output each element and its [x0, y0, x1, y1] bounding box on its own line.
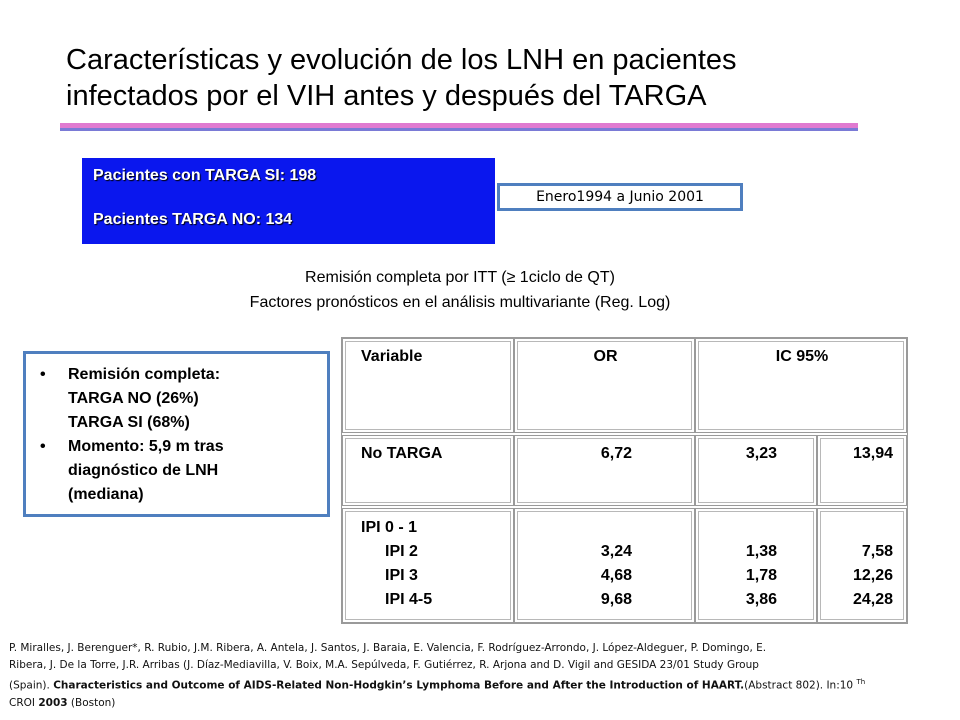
row-targa-or: 6,72: [600, 445, 632, 462]
patient-count-box: Pacientes con TARGA SI: 198 Pacientes TA…: [82, 158, 495, 244]
results-table: Variable OR IC 95% No TARGA 6,72 3,23 13…: [341, 337, 908, 624]
row-ipi-ic-high-value: 24,28: [852, 591, 893, 608]
row-ipi-ic-low-value: 3,86: [745, 591, 777, 608]
row-ipi-ic-low-value: 1,38: [745, 543, 777, 560]
row-targa-ic-high-cell: 13,94: [817, 435, 907, 506]
summary-remission-targa-no: TARGA NO (26%): [68, 390, 199, 407]
summary-item-timing: • Momento: 5,9 m tras diagnóstico de LNH…: [40, 435, 320, 507]
reference-authors-line-1: P. Miralles, J. Berenguer*, R. Rubio, J.…: [9, 642, 767, 654]
summary-list: • Remisión completa: TARGA NO (26%) TARG…: [40, 363, 320, 507]
summary-item-remission: • Remisión completa: TARGA NO (26%) TARG…: [40, 363, 320, 435]
header-or-cell: OR: [514, 338, 695, 433]
row-ipi-ref-label: IPI 0 - 1: [361, 519, 418, 536]
row-ipi-label: IPI 2: [385, 543, 418, 560]
summary-timing-line-1: Momento: 5,9 m tras: [68, 438, 224, 455]
row-ipi-or-value: 9,68: [600, 591, 632, 608]
reference-conf: CROI: [9, 696, 39, 709]
row-targa-ic-low: 3,23: [745, 445, 777, 462]
row-targa-variable: No TARGA: [361, 445, 443, 462]
header-or: OR: [593, 348, 618, 365]
summary-timing-line-2: diagnóstico de LNH: [68, 462, 219, 479]
row-ipi-label: IPI 3: [385, 567, 418, 584]
row-ipi-or-cell: 3,24 4,68 9,68: [514, 508, 695, 623]
reference-year: 2003: [38, 696, 68, 709]
row-ipi-label: IPI 4-5: [385, 591, 433, 608]
row-targa-ic-low-cell: 3,23: [695, 435, 817, 506]
row-targa-or-cell: 6,72: [514, 435, 695, 506]
reference-th: Th: [856, 678, 866, 686]
slide-title: Características y evolución de los LNH e…: [66, 42, 866, 114]
row-ipi-ic-high-value: 7,58: [861, 543, 893, 560]
row-ipi-ic-low-cell: 1,38 1,78 3,86: [695, 508, 817, 623]
slide-title-line-2: infectados por el VIH antes y después de…: [66, 80, 707, 112]
reference-place: (Boston): [67, 696, 116, 709]
bullet-icon: •: [40, 366, 46, 383]
row-ipi-variable-cell: IPI 0 - 1 IPI 2 IPI 3 IPI 4-5: [342, 508, 514, 623]
row-targa-ic-high: 13,94: [852, 445, 893, 462]
reference-abstract: (Abstract 802). In:10: [744, 679, 857, 692]
targa-si-count: Pacientes con TARGA SI: 198: [93, 167, 317, 184]
summary-box: • Remisión completa: TARGA NO (26%) TARG…: [23, 351, 330, 517]
title-underline: [60, 123, 858, 131]
row-ipi-ic-low-value: 1,78: [745, 567, 777, 584]
bullet-icon: •: [40, 438, 46, 455]
row-ipi-ic-high-value: 12,26: [852, 567, 893, 584]
reference-authors-line-2: Ribera, J. De la Torre, J.R. Arribas (J.…: [9, 659, 759, 671]
reference-citation: P. Miralles, J. Berenguer*, R. Rubio, J.…: [9, 640, 949, 712]
header-ic-cell: IC 95%: [695, 338, 907, 433]
subtitle-line-1: Remisión completa por ITT (≥ 1ciclo de Q…: [305, 269, 615, 286]
reference-line-3: (Spain). Characteristics and Outcome of …: [9, 674, 949, 695]
row-ipi-or-value: 3,24: [600, 543, 632, 560]
summary-remission-label: Remisión completa:: [68, 366, 221, 383]
header-variable: Variable: [361, 348, 423, 365]
subtitle-line-2: Factores pronósticos en el análisis mult…: [249, 294, 671, 311]
study-period-box: Enero1994 a Junio 2001: [497, 183, 743, 211]
row-ipi-or-value: 4,68: [600, 567, 632, 584]
header-ic: IC 95%: [775, 348, 829, 365]
row-ipi-ic-high-cell: 7,58 12,26 24,28: [817, 508, 907, 623]
slide-title-line-1: Características y evolución de los LNH e…: [66, 44, 737, 76]
row-targa-variable-cell: No TARGA: [342, 435, 514, 506]
reference-line-4: CROI 2003 (Boston): [9, 695, 949, 712]
targa-no-count: Pacientes TARGA NO: 134: [93, 211, 293, 228]
reference-article-title: Characteristics and Outcome of AIDS-Rela…: [53, 679, 745, 692]
header-variable-cell: Variable: [342, 338, 514, 433]
summary-timing-line-3: (mediana): [68, 486, 144, 503]
summary-remission-targa-si: TARGA SI (68%): [68, 414, 190, 431]
reference-pre: (Spain).: [9, 679, 54, 692]
